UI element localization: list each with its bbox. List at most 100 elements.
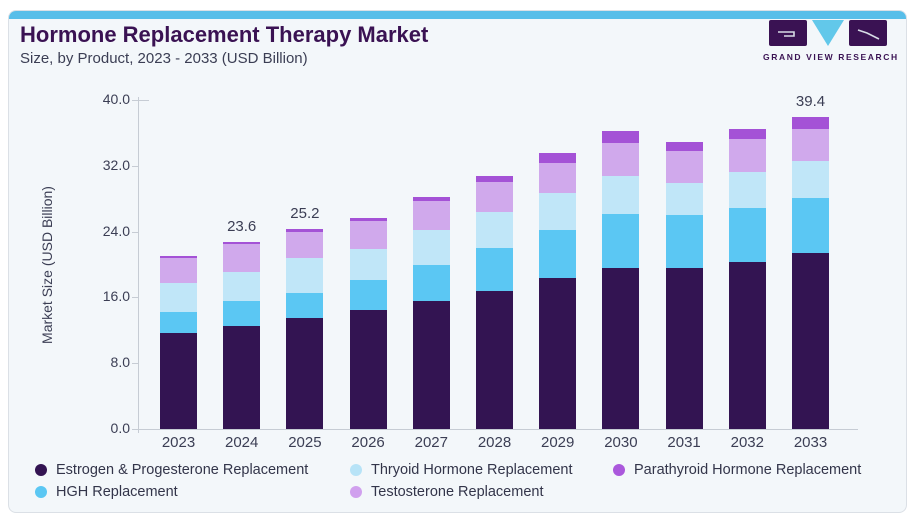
bar-segment bbox=[223, 326, 261, 429]
bar-group-2024 bbox=[223, 242, 261, 429]
x-axis-line bbox=[138, 429, 858, 430]
y-tick-label: 0.0 bbox=[110, 420, 130, 436]
logo-g-square-icon bbox=[769, 20, 807, 46]
bar-segment bbox=[286, 229, 324, 232]
bar-segment bbox=[349, 309, 387, 429]
bar-segment bbox=[728, 171, 766, 209]
logo-r-square-icon bbox=[849, 20, 887, 46]
logo-brand-text: GRAND VIEW RESEARCH bbox=[763, 52, 899, 62]
bar-segment bbox=[412, 197, 450, 201]
legend-dot-icon bbox=[350, 464, 362, 476]
y-tick-mark bbox=[132, 165, 138, 167]
y-tick-mark bbox=[132, 100, 138, 101]
bar-segment bbox=[665, 183, 703, 215]
bar-segment bbox=[602, 143, 640, 177]
bar-segment bbox=[160, 255, 197, 259]
y-axis-title: Market Size (USD Billion) bbox=[39, 186, 55, 344]
bar-segment bbox=[476, 176, 513, 182]
bar-segment bbox=[602, 176, 640, 215]
bar-segment bbox=[160, 332, 197, 429]
bar-group-2029 bbox=[539, 153, 577, 429]
legend-dot-icon bbox=[35, 464, 47, 476]
page-title: Hormone Replacement Therapy Market bbox=[20, 22, 429, 47]
bar-segment bbox=[728, 208, 766, 262]
bar-segment bbox=[223, 300, 261, 327]
bar-segment bbox=[728, 139, 766, 172]
legend-item: Testosterone Replacement bbox=[350, 484, 544, 500]
bar-segment bbox=[602, 214, 640, 269]
bar-segment bbox=[412, 200, 450, 231]
bar-segment bbox=[349, 279, 387, 310]
bar-segment bbox=[539, 162, 577, 194]
y-tick-mark bbox=[132, 297, 138, 299]
y-tick-label: 24.0 bbox=[102, 222, 130, 239]
bar-segment bbox=[792, 128, 829, 161]
legend-item-label: Estrogen & Progesterone Replacement bbox=[56, 462, 309, 478]
logo-v-triangle-icon bbox=[812, 20, 844, 46]
x-tick-label: 2031 bbox=[667, 434, 701, 451]
bar-segment bbox=[223, 242, 261, 245]
bar-segment bbox=[539, 193, 577, 230]
bar-segment bbox=[665, 142, 703, 152]
y-tick-mark bbox=[132, 231, 138, 233]
bar-segment bbox=[286, 231, 324, 258]
bar-segment bbox=[539, 277, 577, 429]
bar-segment bbox=[349, 221, 387, 249]
legend-item-label: Testosterone Replacement bbox=[371, 484, 544, 500]
bar-segment bbox=[349, 218, 387, 222]
bar-value-label: 23.6 bbox=[227, 218, 257, 235]
y-tick-mark bbox=[132, 429, 138, 430]
bar-value-label: 25.2 bbox=[290, 205, 320, 222]
bar-segment bbox=[728, 261, 766, 429]
bar-group-2033 bbox=[792, 117, 829, 429]
bar-segment bbox=[665, 267, 703, 429]
gvr-logo: GRAND VIEW RESEARCH bbox=[763, 20, 899, 62]
bar-segment bbox=[286, 318, 324, 429]
bar-segment bbox=[349, 248, 387, 280]
page-subtitle: Size, by Product, 2023 - 2033 (USD Billi… bbox=[20, 50, 308, 67]
top-accent-bar bbox=[9, 11, 906, 19]
x-tick-label: 2023 bbox=[161, 434, 196, 451]
bar-segment bbox=[286, 257, 324, 293]
bar-segment bbox=[792, 117, 829, 129]
bar-group-2026 bbox=[349, 218, 387, 429]
bar-segment bbox=[792, 160, 829, 198]
bar-segment bbox=[539, 229, 577, 278]
bar-segment bbox=[728, 128, 766, 140]
legend-item-label: Parathyroid Hormone Replacement bbox=[634, 462, 862, 478]
bar-segment bbox=[286, 292, 324, 319]
bar-group-2031 bbox=[665, 142, 703, 429]
bar-group-2030 bbox=[602, 131, 640, 429]
x-tick-label: 2024 bbox=[225, 434, 259, 451]
bar-value-label: 39.4 bbox=[795, 93, 826, 110]
x-tick-label: 2033 bbox=[793, 434, 828, 451]
bar-segment bbox=[412, 265, 450, 301]
legend-item-label: Thryoid Hormone Replacement bbox=[371, 462, 573, 478]
x-tick-label: 2028 bbox=[477, 434, 512, 451]
x-tick-label: 2027 bbox=[414, 434, 448, 451]
bar-group-2027 bbox=[412, 197, 450, 429]
y-axis-line bbox=[138, 97, 139, 433]
bar-segment bbox=[665, 151, 703, 184]
bar-segment bbox=[160, 282, 197, 313]
x-tick-label: 2030 bbox=[604, 434, 638, 451]
legend-dot-icon bbox=[350, 486, 362, 498]
legend-dot-icon bbox=[35, 486, 47, 498]
bar-group-2025 bbox=[286, 229, 324, 429]
bar-group-2028 bbox=[476, 176, 513, 429]
bar-segment bbox=[223, 244, 261, 273]
bar-group-2032 bbox=[728, 128, 766, 429]
bar-segment bbox=[160, 258, 197, 283]
x-tick-label: 2026 bbox=[351, 434, 385, 451]
legend-item: Parathyroid Hormone Replacement bbox=[613, 462, 861, 478]
bar-segment bbox=[602, 268, 640, 429]
bar-segment bbox=[476, 211, 513, 248]
bar-segment bbox=[665, 214, 703, 268]
bar-segment bbox=[160, 312, 197, 333]
legend-item-label: HGH Replacement bbox=[56, 484, 178, 500]
legend-item: HGH Replacement bbox=[35, 484, 178, 500]
x-tick-label: 2025 bbox=[288, 434, 322, 451]
gvr-logo-mark bbox=[763, 20, 893, 48]
bar-segment bbox=[412, 230, 450, 266]
x-tick-label: 2032 bbox=[730, 434, 764, 451]
